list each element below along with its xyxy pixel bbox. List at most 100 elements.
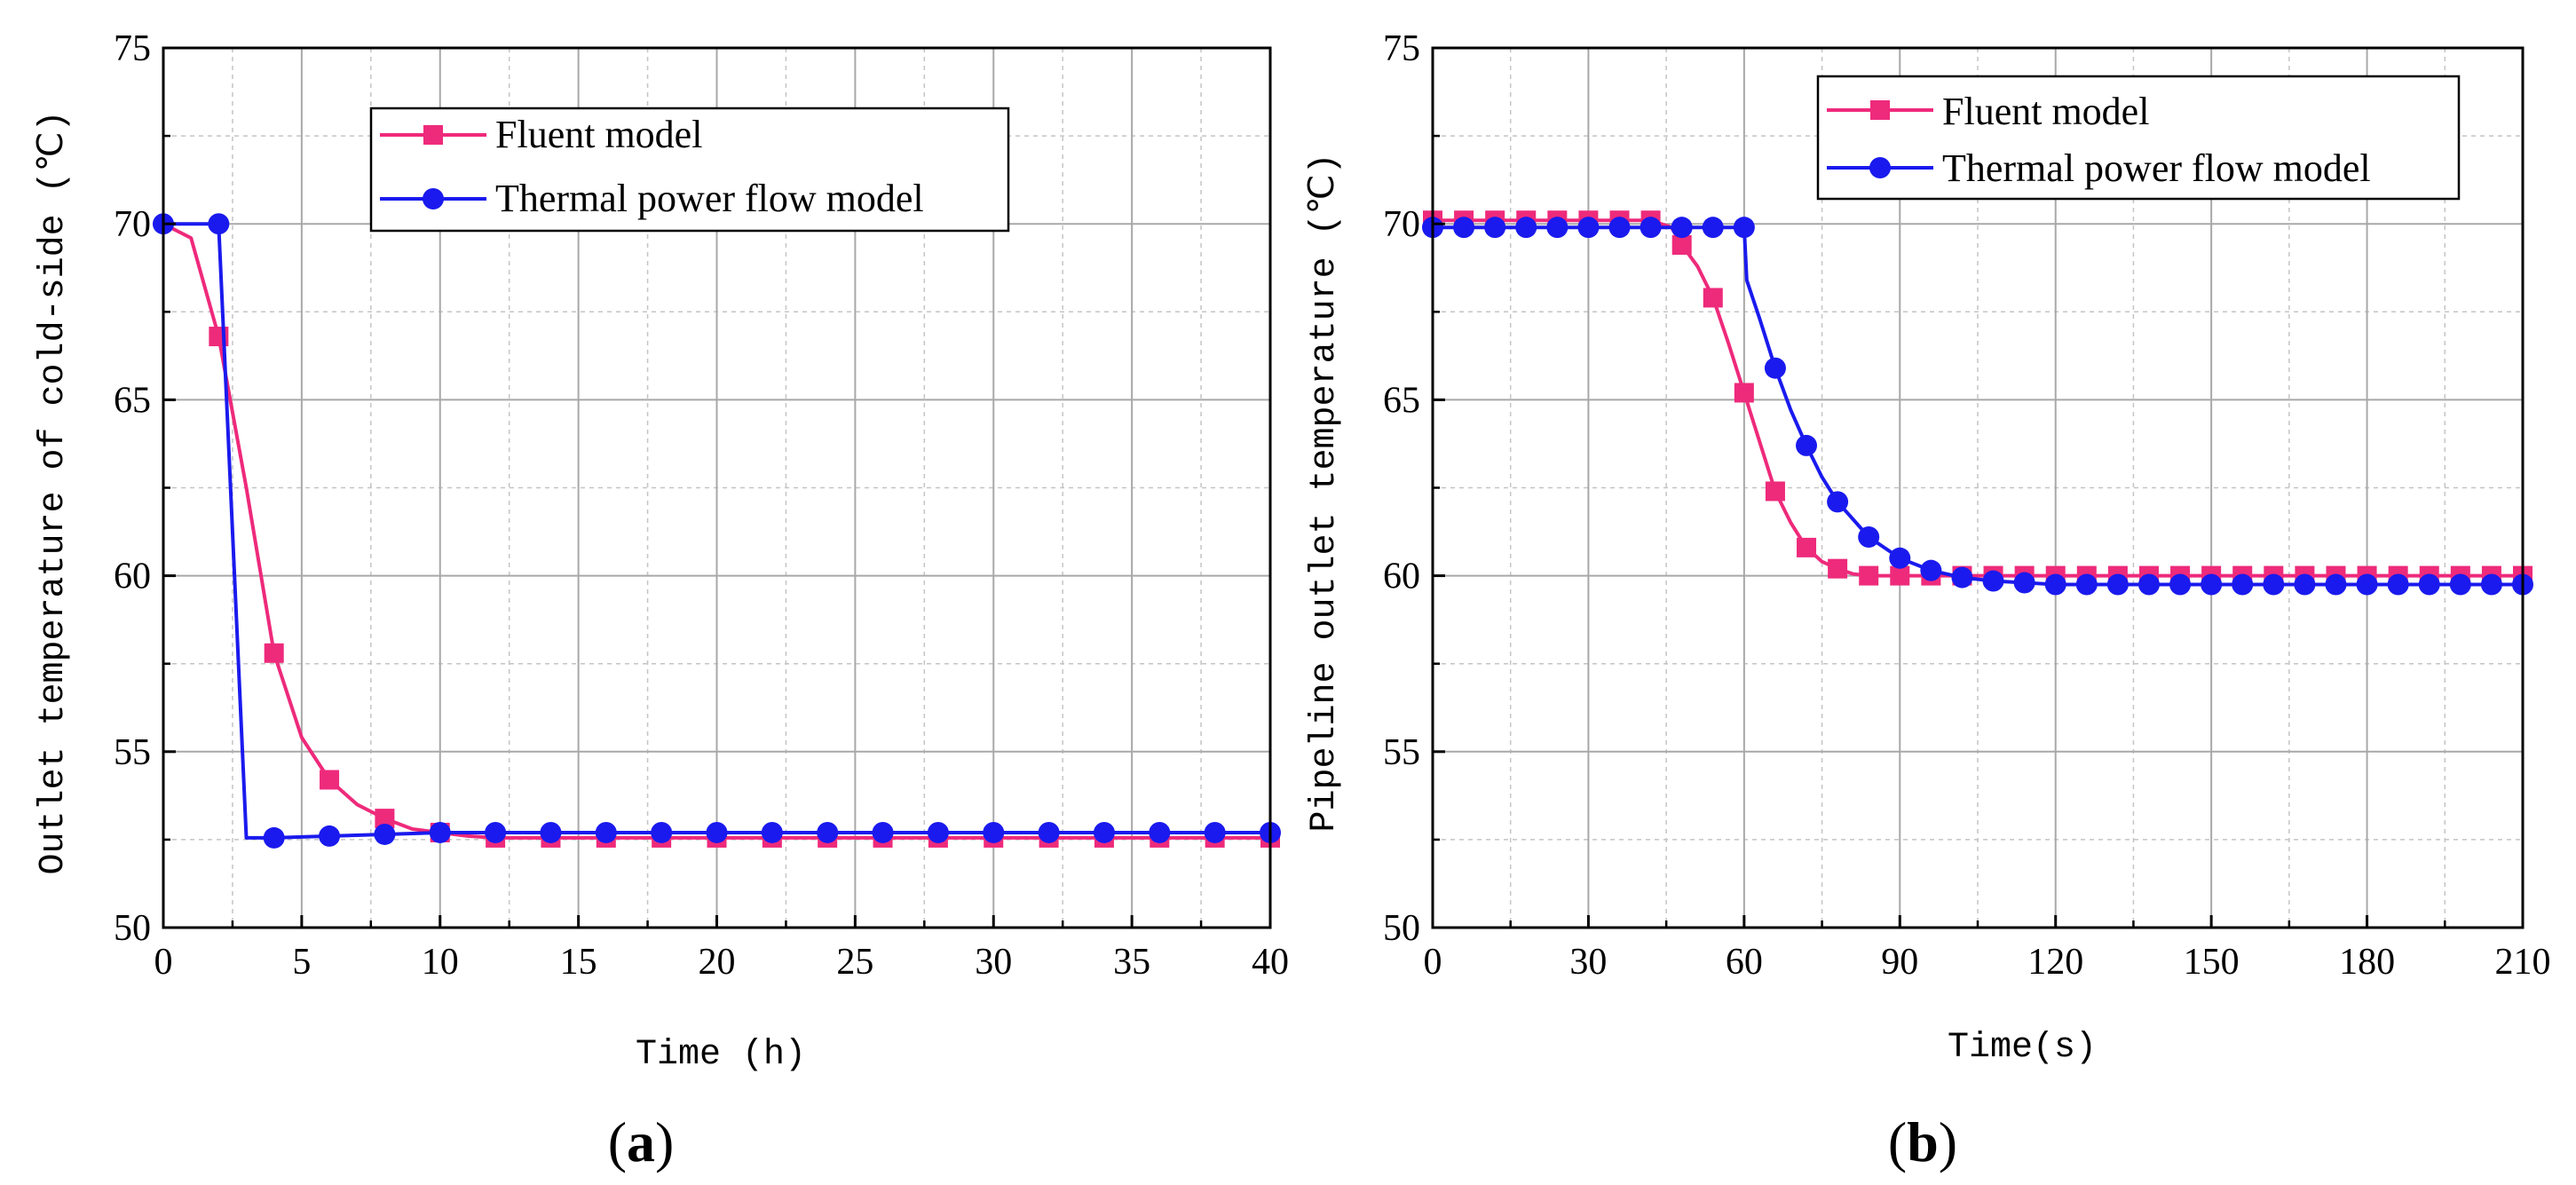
- chart-a-series-thermal-point: [761, 821, 783, 843]
- chart-b-series: [1422, 210, 2533, 596]
- chart-b-series-thermal-point: [1951, 566, 1973, 589]
- chart-b-series-thermal-point: [2294, 573, 2316, 596]
- chart-a-series-thermal-point: [595, 821, 617, 843]
- chart-b-legend-swatch-thermal-marker: [1869, 157, 1891, 178]
- chart-a-series-fluent-point: [320, 770, 340, 790]
- chart-b-series-thermal-point: [1920, 559, 1942, 581]
- chart-b-legend-swatch-fluent-marker: [1870, 100, 1890, 120]
- chart-a-legend: Fluent model Thermal power flow model: [369, 107, 1010, 233]
- chart-b-series-fluent-point: [1734, 383, 1754, 403]
- chart-b-series-thermal-point: [1546, 217, 1569, 239]
- chart-b-x-tick-label: 120: [2027, 942, 2083, 983]
- chart-b-series-thermal-point: [2232, 573, 2254, 596]
- chart-a-x-tick-label: 10: [422, 942, 459, 983]
- chart-b-series-fluent-point: [1671, 234, 1692, 255]
- chart-a-series-thermal-point: [540, 821, 562, 843]
- chart-a-y-tick-label: 65: [114, 380, 151, 421]
- chart-a-series-thermal-point: [706, 821, 728, 843]
- chart-b-series-thermal-point: [1484, 217, 1506, 239]
- chart-b-series-thermal-point: [2137, 573, 2160, 596]
- chart-a-series-thermal-point: [374, 823, 396, 845]
- chart-b-x-tick-label: 0: [1424, 942, 1442, 983]
- chart-a-y-tick-label: 70: [114, 204, 151, 245]
- chart-b-y-tick-label: 50: [1383, 908, 1420, 949]
- chart-b-series-thermal-point: [1608, 217, 1631, 239]
- chart-b-x-tick-label: 30: [1569, 942, 1607, 983]
- chart-a-series: [153, 213, 1281, 849]
- chart-a-x-tick-label: 25: [836, 942, 873, 983]
- chart-b-x-tick-label: 150: [2184, 942, 2240, 983]
- chart-a-series-fluent-point: [375, 809, 395, 829]
- chart-a-series-thermal-point: [263, 826, 285, 849]
- chart-b-series-thermal-point: [2356, 573, 2378, 596]
- chart-b-y-tick-label: 70: [1383, 204, 1420, 245]
- chart-a-x-tick-label: 40: [1252, 942, 1289, 983]
- chart-a-series-thermal-point: [872, 821, 894, 843]
- chart-a-series-thermal-point: [651, 821, 673, 843]
- chart-b-series-thermal-point: [1733, 217, 1755, 239]
- chart-b-series-thermal-point: [2480, 573, 2502, 596]
- chart-a: 0 5 10 15 20 25 30 35 40 50 55 60 65 70 75 Fluent mode…: [34, 28, 1289, 1173]
- chart-a-series-thermal-point: [927, 821, 949, 843]
- chart-b-series-fluent-point: [1797, 537, 1817, 557]
- chart-b-series-thermal-point: [2387, 573, 2409, 596]
- chart-a-x-tick-label: 15: [560, 942, 597, 983]
- chart-a-x-tick-label: 20: [699, 942, 736, 983]
- chart-a-legend-swatch-thermal-marker: [423, 188, 444, 209]
- chart-b-series-thermal-point: [2325, 573, 2347, 596]
- chart-a-x-axis-title: Time (h): [636, 1035, 806, 1075]
- chart-b-series-thermal-point: [1889, 547, 1911, 569]
- chart-a-panel-label: (a): [608, 1110, 675, 1173]
- chart-a-y-tick-label: 50: [114, 908, 151, 949]
- chart-b-series-thermal-point: [2449, 573, 2471, 596]
- chart-b-series-thermal-point: [2044, 573, 2066, 596]
- chart-b-series-thermal-point: [2201, 573, 2223, 596]
- chart-a-grid: [163, 48, 1270, 928]
- chart-b-legend-box: [1816, 75, 2461, 201]
- chart-a-series-thermal-point: [485, 821, 507, 843]
- chart-a-legend-label-thermal: Thermal power flow model: [495, 177, 924, 220]
- chart-b-y-tick-label: 65: [1383, 380, 1420, 421]
- chart-b-x-axis-title: Time(s): [1948, 1028, 2097, 1068]
- chart-b-series-thermal-point: [1982, 570, 2004, 592]
- chart-a-series-thermal-point: [1093, 821, 1115, 843]
- chart-b-legend: Fluent model Thermal power flow model: [1816, 75, 2461, 201]
- chart-a-series-thermal-point: [1038, 821, 1060, 843]
- chart-b-legend-label-fluent: Fluent model: [1942, 90, 2149, 133]
- chart-a-x-tick-label: 30: [975, 942, 1012, 983]
- chart-a-ticks: 0 5 10 15 20 25 30 35 40 50 55 60 65 70 75: [114, 28, 1289, 983]
- chart-a-series-thermal-line: [163, 222, 1270, 840]
- chart-a-series-fluent-point: [264, 643, 284, 663]
- chart-b-series-thermal-point: [1764, 357, 1786, 379]
- chart-b-ticks: 0 30 60 90 120 150 180 210 50 55 60 65 70 75: [1383, 28, 2551, 983]
- chart-b-series-thermal-point: [1858, 525, 1880, 548]
- chart-b-series-thermal-point: [2263, 573, 2285, 596]
- chart-b-x-tick-label: 210: [2495, 942, 2551, 983]
- chart-b-series-thermal-point: [1671, 217, 1693, 239]
- chart-b-series-fluent-point: [1859, 565, 1879, 586]
- chart-b-series-thermal-point: [1827, 491, 1849, 513]
- chart-b-series-fluent-point: [1890, 565, 1910, 586]
- chart-b-series-thermal-point: [2169, 573, 2192, 596]
- chart-b-series-fluent-point: [1765, 481, 1785, 502]
- chart-a-y-tick-label: 55: [114, 732, 151, 773]
- chart-a-series-thermal-point: [1204, 821, 1226, 843]
- chart-b-series-thermal-point: [1640, 217, 1662, 239]
- chart-b: 0 30 60 90 120 150 180 210 50 55 60 65 70 75 Fluent m…: [1305, 28, 2551, 1173]
- chart-b-series-thermal-point: [1577, 217, 1600, 239]
- chart-b-series-thermal-point: [2418, 573, 2440, 596]
- chart-a-legend-swatch-fluent-marker: [423, 125, 443, 145]
- chart-b-series-thermal-point: [1453, 217, 1475, 239]
- chart-b-series-thermal-point: [1796, 434, 1818, 456]
- chart-a-x-tick-label: 35: [1113, 942, 1150, 983]
- chart-b-series-thermal-point: [2013, 572, 2035, 594]
- chart-b-y-axis-title: Pipeline outlet temperature (℃): [1305, 153, 1345, 832]
- chart-a-legend-label-fluent: Fluent model: [495, 113, 702, 156]
- chart-b-series-fluent-point: [1703, 288, 1723, 308]
- chart-b-x-tick-label: 90: [1881, 942, 1918, 983]
- chart-b-series-thermal-point: [1515, 217, 1537, 239]
- chart-a-series-thermal-point: [208, 213, 230, 235]
- chart-b-x-tick-label: 60: [1726, 942, 1763, 983]
- chart-b-series-thermal-point: [2075, 573, 2098, 596]
